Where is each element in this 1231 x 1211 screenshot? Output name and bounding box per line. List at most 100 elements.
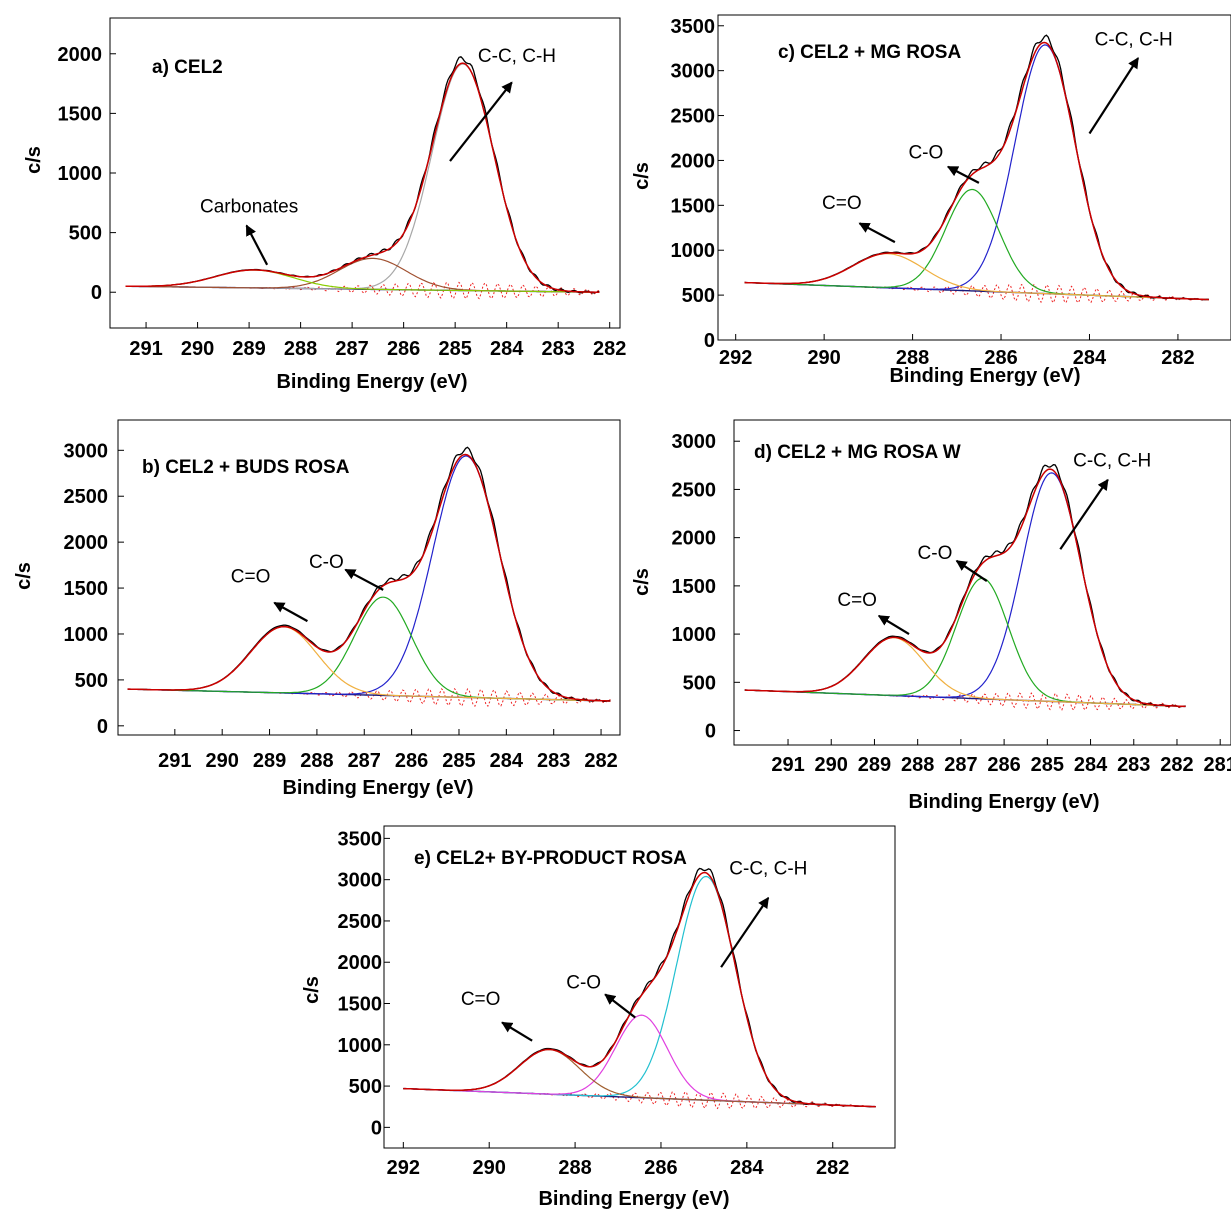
panel-title: b) CEL2 + BUDS ROSA bbox=[142, 457, 350, 478]
component-curve bbox=[127, 596, 611, 702]
x-tick-label: 285 bbox=[1031, 754, 1064, 776]
annotation-label: C-C, C-H bbox=[1095, 30, 1173, 51]
annotation-label: C-O bbox=[309, 552, 344, 573]
annotation-label: C=O bbox=[461, 989, 501, 1010]
panel-b: 291 290 289 288 287 286 285 284 283 282 0 500 1000 15… bbox=[13, 419, 621, 799]
annotation-label: C-O bbox=[908, 143, 943, 164]
y-tick-label: 2000 bbox=[338, 952, 383, 974]
y-tick-label: 1500 bbox=[64, 578, 109, 600]
x-tick-label: 284 bbox=[1074, 754, 1108, 776]
x-tick-label: 284 bbox=[490, 338, 524, 360]
x-axis-title: Binding Energy (eV) bbox=[276, 371, 467, 393]
annotation-label: C-C, C-H bbox=[478, 46, 556, 67]
panel-title: c) CEL2 + MG ROSA bbox=[778, 42, 961, 63]
component-curve bbox=[744, 44, 1209, 301]
x-tick-label: 289 bbox=[858, 754, 891, 776]
x-tick-label: 286 bbox=[395, 750, 428, 772]
x-tick-label: 286 bbox=[644, 1157, 677, 1179]
x-tick-label: 285 bbox=[442, 750, 475, 772]
fit-envelope-curve bbox=[744, 41, 1209, 301]
component-curve bbox=[744, 637, 1186, 707]
x-tick-label: 287 bbox=[348, 750, 381, 772]
raw-spectrum-curve bbox=[744, 34, 1209, 301]
y-tick-label: 0 bbox=[371, 1117, 382, 1139]
annotation-label: C-O bbox=[566, 973, 601, 994]
x-tick-label: 291 bbox=[771, 754, 804, 776]
y-axis-title: c/s bbox=[301, 976, 323, 1004]
y-axis-title: c/s bbox=[631, 568, 653, 596]
panel-a: 291 290 289 288 287 286 285 284 283 282 0 500 1000 15… bbox=[23, 17, 626, 393]
plot-frame bbox=[383, 825, 896, 1149]
y-tick-label: 500 bbox=[349, 1076, 382, 1098]
fit-envelope-curve bbox=[125, 62, 600, 293]
panel-d: 291 290 289 288 287 286 285 284 283 282 281 0 500 100… bbox=[631, 419, 1231, 813]
x-tick-label: 281 bbox=[1204, 754, 1231, 776]
x-tick-label: 292 bbox=[719, 347, 752, 369]
x-tick-label: 289 bbox=[232, 338, 265, 360]
y-tick-label: 3500 bbox=[671, 16, 716, 38]
annotation-arrow bbox=[877, 614, 910, 636]
panel-title: d) CEL2 + MG ROSA W bbox=[754, 442, 961, 463]
raw-spectrum-curve bbox=[744, 464, 1186, 708]
x-tick-label: 291 bbox=[158, 750, 191, 772]
y-tick-label: 2000 bbox=[671, 150, 716, 172]
x-axis-title: Binding Energy (eV) bbox=[908, 791, 1099, 813]
x-tick-label: 282 bbox=[816, 1157, 849, 1179]
x-tick-label: 288 bbox=[558, 1157, 591, 1179]
y-tick-label: 2000 bbox=[58, 44, 103, 66]
annotation-arrow bbox=[273, 601, 308, 623]
component-curve bbox=[744, 472, 1186, 707]
y-tick-label: 2500 bbox=[672, 479, 717, 501]
x-tick-label: 287 bbox=[944, 754, 977, 776]
component-curve bbox=[127, 626, 611, 702]
y-tick-label: 2500 bbox=[338, 911, 383, 933]
panel-e: 292 290 288 286 284 282 0 500 1000 1500 2000 2500 30… bbox=[301, 825, 896, 1210]
x-tick-label: 290 bbox=[181, 338, 214, 360]
plot-frame bbox=[717, 14, 1231, 341]
annotation-label: Carbonates bbox=[200, 196, 298, 217]
annotation-label: C-C, C-H bbox=[1073, 450, 1151, 471]
x-tick-label: 283 bbox=[541, 338, 574, 360]
x-tick-label: 282 bbox=[1161, 347, 1194, 369]
x-tick-label: 282 bbox=[593, 338, 626, 360]
annotation-label: C=O bbox=[837, 590, 877, 611]
y-tick-label: 0 bbox=[705, 721, 716, 743]
plot-frame bbox=[117, 419, 621, 736]
x-axis-title: Binding Energy (eV) bbox=[282, 777, 473, 799]
fit-envelope-curve bbox=[127, 453, 611, 702]
y-tick-label: 500 bbox=[69, 223, 102, 245]
y-tick-label: 3000 bbox=[672, 431, 717, 453]
y-tick-label: 500 bbox=[683, 672, 716, 694]
x-axis-title: Binding Energy (eV) bbox=[889, 365, 1080, 387]
component-curve bbox=[125, 257, 600, 293]
x-tick-label: 284 bbox=[730, 1157, 764, 1179]
annotation-arrow bbox=[720, 896, 770, 968]
annotation-arrow bbox=[604, 993, 636, 1019]
x-tick-label: 290 bbox=[807, 347, 840, 369]
x-tick-label: 290 bbox=[206, 750, 239, 772]
x-tick-label: 286 bbox=[984, 347, 1017, 369]
annotation-label: C-O bbox=[918, 543, 953, 564]
x-tick-label: 286 bbox=[987, 754, 1020, 776]
annotation-arrow bbox=[955, 559, 988, 582]
annotation-arrow bbox=[501, 1021, 533, 1042]
panel-c: 292 290 288 286 284 282 0 500 1000 1500 2000 2500 30… bbox=[631, 14, 1231, 387]
x-tick-label: 288 bbox=[901, 754, 934, 776]
y-tick-label: 0 bbox=[97, 716, 108, 738]
component-curve bbox=[127, 455, 611, 702]
x-tick-label: 291 bbox=[129, 338, 162, 360]
raw-spectrum-curve bbox=[403, 867, 876, 1108]
x-tick-label: 284 bbox=[490, 750, 524, 772]
annotation-arrow bbox=[344, 568, 384, 591]
panel-title: e) CEL2+ BY-PRODUCT ROSA bbox=[414, 848, 687, 869]
y-tick-label: 3500 bbox=[338, 828, 383, 850]
y-tick-label: 2000 bbox=[672, 528, 717, 550]
y-tick-label: 1000 bbox=[671, 240, 716, 262]
fit-envelope-curve bbox=[744, 468, 1186, 708]
y-tick-label: 1500 bbox=[58, 103, 103, 125]
y-tick-label: 1000 bbox=[338, 1035, 383, 1057]
annotation-arrow bbox=[858, 222, 896, 244]
x-tick-label: 288 bbox=[284, 338, 317, 360]
y-axis-title: c/s bbox=[23, 146, 45, 174]
y-tick-label: 0 bbox=[91, 282, 102, 304]
